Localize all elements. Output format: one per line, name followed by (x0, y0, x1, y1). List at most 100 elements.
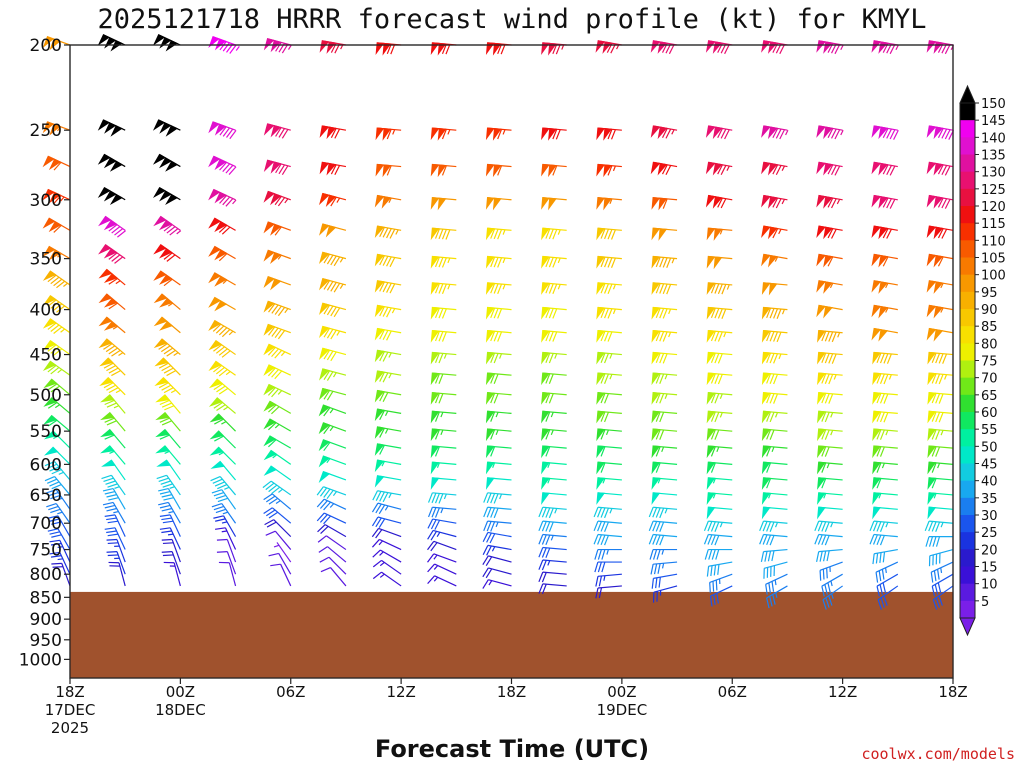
y-tick-label: 650 (30, 486, 62, 506)
wind-barb (318, 470, 347, 483)
wind-barb (46, 502, 71, 524)
wind-barb (49, 551, 71, 575)
wind-barb (482, 579, 512, 589)
wind-barb (706, 506, 733, 520)
wind-barb (319, 278, 347, 293)
wind-barb (430, 306, 457, 320)
wind-barb (816, 161, 843, 176)
y-tick-label: 450 (30, 346, 62, 366)
y-tick-label: 550 (30, 422, 62, 442)
wind-barb (926, 253, 954, 268)
wind-barb (374, 225, 402, 239)
wind-barb (156, 459, 181, 481)
wind-barb (263, 123, 291, 139)
colorbar-swatch (960, 394, 975, 413)
wind-barb (371, 502, 402, 515)
wind-barb (216, 538, 237, 563)
wind-barb (153, 270, 181, 287)
wind-barb (100, 394, 126, 414)
wind-barb (319, 125, 347, 140)
wind-barb (648, 506, 678, 519)
wind-barb (766, 585, 788, 609)
wind-barb (817, 372, 843, 386)
wind-barb (153, 244, 181, 262)
wind-barb (263, 275, 291, 291)
wind-barb (927, 372, 954, 386)
wind-barb (926, 40, 955, 55)
wind-barb (819, 561, 843, 581)
wind-barb (541, 477, 567, 490)
wind-barb (704, 548, 733, 560)
wind-barb (650, 561, 678, 575)
wind-barb (596, 372, 622, 386)
wind-barb (763, 561, 788, 579)
wind-barb (316, 498, 347, 511)
wind-barb (927, 351, 954, 365)
wind-barb (98, 215, 126, 238)
wind-barb (814, 533, 843, 546)
wind-barb (101, 459, 126, 481)
wind-barb (485, 197, 512, 211)
wind-barb (485, 227, 512, 241)
wind-barb (42, 155, 71, 171)
wind-barb (209, 430, 236, 449)
wind-barb (218, 561, 237, 587)
wind-barb (374, 280, 402, 294)
wind-barb (208, 188, 237, 207)
wind-barb (596, 255, 622, 269)
wind-barb (872, 461, 898, 475)
wind-barb (931, 573, 954, 597)
y-tick-label: 900 (30, 610, 62, 630)
y-tick-label: 850 (30, 588, 62, 608)
wind-barb (926, 161, 954, 176)
wind-barb (651, 492, 678, 505)
wind-barb (593, 506, 622, 519)
wind-barb (541, 461, 567, 475)
wind-barb (541, 329, 567, 343)
colorbar-swatch (960, 600, 975, 619)
wind-barb (430, 329, 457, 343)
wind-barb (44, 446, 71, 465)
wind-barb (651, 372, 678, 386)
wind-barb (42, 245, 71, 261)
colorbar-label: 120 (981, 200, 1006, 215)
wind-barb (706, 255, 733, 270)
wind-barb (871, 253, 898, 268)
wind-barb (42, 339, 71, 356)
wind-barb (318, 404, 347, 417)
wind-barb (485, 351, 512, 365)
wind-barb (208, 360, 236, 377)
wind-barb (427, 540, 457, 552)
colorbar-label: 65 (981, 389, 998, 404)
wind-barb (270, 563, 292, 587)
wind-barb (761, 125, 789, 140)
wind-barb (263, 449, 292, 465)
wind-barb (99, 376, 126, 396)
wind-barb (651, 255, 678, 269)
wind-barb (761, 194, 788, 209)
colorbar-swatch (960, 188, 975, 207)
wind-barb (596, 127, 622, 141)
wind-barb (706, 351, 733, 365)
x-tick-label: 2025 (51, 719, 89, 737)
wind-barb (706, 461, 733, 475)
colorbar-swatch (960, 309, 975, 327)
wind-barb (318, 422, 347, 435)
wind-barb (101, 474, 126, 496)
wind-barb (430, 461, 457, 475)
wind-barb (593, 533, 622, 546)
wind-barb (210, 460, 237, 481)
wind-barb (482, 531, 512, 544)
wind-barb (430, 227, 457, 241)
wind-barb (594, 561, 622, 573)
wind-barb (596, 392, 622, 405)
x-tick-label: 18DEC (155, 701, 206, 719)
wind-barb (43, 414, 71, 432)
wind-barb (319, 556, 347, 575)
wind-barb (371, 516, 402, 529)
wind-barb (263, 507, 292, 524)
wind-barb (877, 585, 899, 610)
wind-barb (596, 306, 622, 320)
wind-barb (100, 445, 126, 465)
wind-barb (596, 282, 622, 295)
